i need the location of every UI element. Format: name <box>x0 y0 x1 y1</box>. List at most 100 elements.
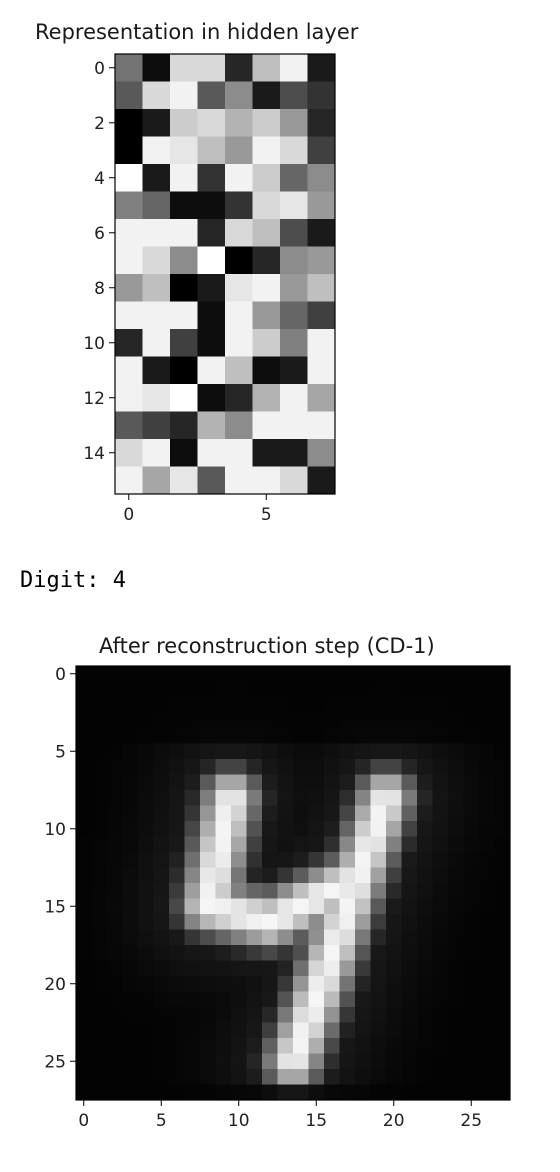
reconstruction-cell <box>184 1069 201 1085</box>
reconstruction-cell <box>308 805 325 822</box>
reconstruction-cell <box>494 1069 511 1085</box>
reconstruction-cell <box>200 976 216 992</box>
reconstruction-cell <box>370 666 387 682</box>
reconstruction-cell <box>463 960 480 977</box>
hidden-layer-cell <box>280 356 308 385</box>
reconstruction-cell <box>246 898 263 915</box>
reconstruction-cell <box>122 790 139 806</box>
reconstruction-cell <box>76 867 92 884</box>
reconstruction-cell <box>355 728 371 744</box>
reconstruction-cell <box>293 929 309 946</box>
hidden-layer-cell <box>307 384 336 412</box>
reconstruction-cell <box>122 883 139 899</box>
reconstruction-cell <box>324 1069 340 1085</box>
hidden-layer-cell <box>170 246 198 275</box>
reconstruction-x-tick-label: 0 <box>78 1111 89 1131</box>
reconstruction-cell <box>76 728 92 744</box>
reconstruction-cell <box>339 712 356 729</box>
reconstruction-cell <box>308 914 325 930</box>
hidden-layer-heatmap: 0 5 0 2 4 6 8 10 12 14 <box>83 53 336 525</box>
reconstruction-x-tick-label: 10 <box>228 1111 250 1131</box>
hidden-layer-cell <box>252 356 281 385</box>
hidden-layer-cell <box>225 439 253 467</box>
reconstruction-cell <box>277 976 294 992</box>
reconstruction-cell <box>122 681 139 698</box>
reconstruction-cell <box>463 1022 480 1039</box>
reconstruction-cell <box>122 759 139 775</box>
reconstruction-cell <box>308 991 325 1008</box>
reconstruction-cell <box>401 666 418 682</box>
reconstruction-cell <box>386 929 402 946</box>
reconstruction-cell <box>277 836 294 853</box>
reconstruction-cell <box>417 976 433 992</box>
reconstruction-cell <box>246 1069 263 1085</box>
reconstruction-cell <box>246 712 263 729</box>
reconstruction-cell <box>324 991 340 1008</box>
reconstruction-cell <box>277 1022 294 1039</box>
reconstruction-cell <box>262 821 278 837</box>
reconstruction-cell <box>153 914 170 930</box>
reconstruction-cell <box>448 743 464 760</box>
reconstruction-cell <box>401 898 418 915</box>
reconstruction-cell <box>308 929 325 946</box>
hidden-layer-cell <box>115 164 143 192</box>
reconstruction-cell <box>277 929 294 946</box>
reconstruction-cell <box>184 883 201 899</box>
reconstruction-cell <box>386 1069 402 1085</box>
reconstruction-cell <box>448 867 464 884</box>
reconstruction-cell <box>308 774 325 791</box>
reconstruction-cell <box>293 960 309 977</box>
reconstruction-cell <box>107 1053 123 1070</box>
reconstruction-cell <box>91 1022 108 1039</box>
reconstruction-cell <box>184 867 201 884</box>
reconstruction-cell <box>401 728 418 744</box>
reconstruction-cell <box>122 728 139 744</box>
reconstruction-cell <box>417 1007 433 1023</box>
reconstruction-cell <box>432 821 449 837</box>
reconstruction-cell <box>370 759 387 775</box>
reconstruction-cell <box>355 774 371 791</box>
hidden-layer-y-tick-label: 8 <box>94 279 105 299</box>
reconstruction-cell <box>153 991 170 1008</box>
reconstruction-cell <box>246 914 263 930</box>
reconstruction-cell <box>138 774 154 791</box>
reconstruction-cell <box>277 867 294 884</box>
reconstruction-cell <box>138 1022 154 1039</box>
reconstruction-cell <box>246 743 263 760</box>
reconstruction-cell <box>386 867 402 884</box>
hidden-layer-cell <box>307 136 336 165</box>
reconstruction-cell <box>417 666 433 682</box>
reconstruction-cell <box>308 867 325 884</box>
reconstruction-cell <box>432 1022 449 1039</box>
reconstruction-cell <box>138 681 154 698</box>
reconstruction-cell <box>355 960 371 977</box>
reconstruction-cell <box>370 1053 387 1070</box>
reconstruction-cell <box>386 883 402 899</box>
reconstruction-cell <box>246 759 263 775</box>
reconstruction-cell <box>370 836 387 853</box>
hidden-layer-x-tick-label: 0 <box>123 505 134 525</box>
reconstruction-cell <box>153 1022 170 1039</box>
reconstruction-cell <box>355 697 371 713</box>
reconstruction-cell <box>122 914 139 930</box>
reconstruction-cell <box>401 991 418 1008</box>
reconstruction-cell <box>153 743 170 760</box>
reconstruction-cell <box>432 898 449 915</box>
reconstruction-cell <box>417 929 433 946</box>
reconstruction-cell <box>262 1069 278 1085</box>
reconstruction-cell <box>339 759 356 775</box>
reconstruction-cell <box>153 681 170 698</box>
reconstruction-cell <box>293 914 309 930</box>
reconstruction-cell <box>91 960 108 977</box>
reconstruction-cell <box>355 821 371 837</box>
reconstruction-cell <box>370 774 387 791</box>
reconstruction-cell <box>463 821 480 837</box>
reconstruction-cell <box>277 759 294 775</box>
reconstruction-cell <box>231 821 247 837</box>
reconstruction-cell <box>355 805 371 822</box>
reconstruction-heatmap: 0 5 10 15 20 25 0 5 10 15 20 25 <box>44 665 511 1131</box>
reconstruction-cell <box>122 1007 139 1023</box>
hidden-layer-cell <box>252 191 281 220</box>
reconstruction-cell <box>277 790 294 806</box>
reconstruction-cell <box>308 960 325 977</box>
